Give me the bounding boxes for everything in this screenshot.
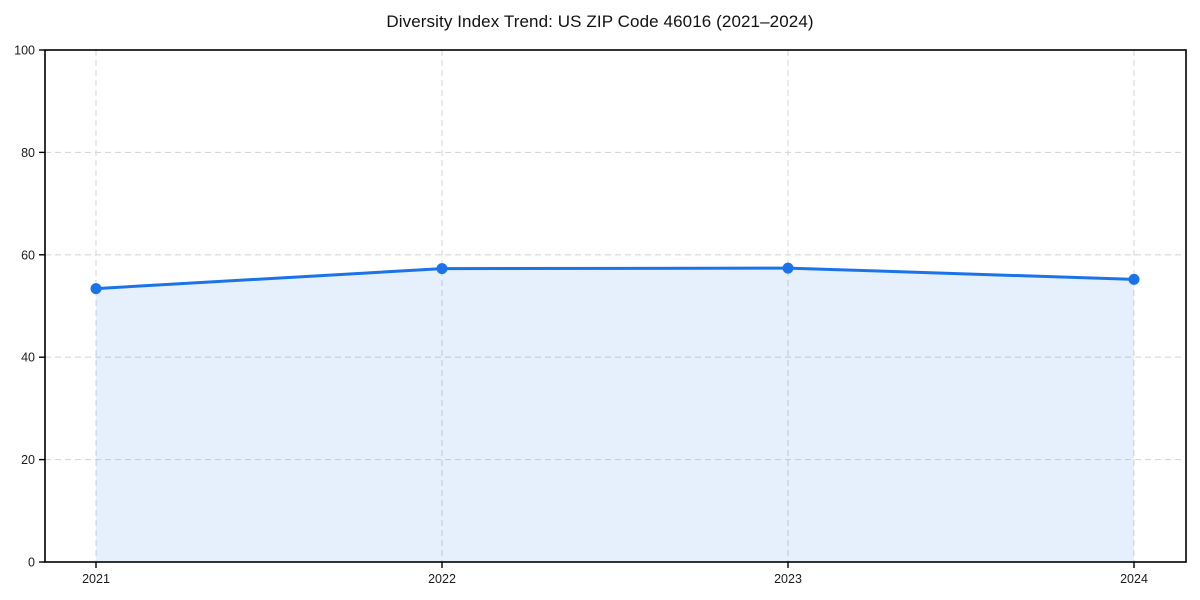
chart-title: Diversity Index Trend: US ZIP Code 46016… (386, 12, 814, 31)
data-point-2022 (436, 263, 448, 275)
y-tick-label: 40 (21, 351, 35, 365)
data-point-2021 (90, 283, 102, 295)
x-tick-label: 2024 (1120, 572, 1148, 586)
y-tick-label: 80 (21, 146, 35, 160)
y-tick-label: 100 (14, 44, 35, 58)
x-tick-label: 2021 (82, 572, 110, 586)
area-fill (96, 268, 1134, 562)
x-tick-label: 2022 (428, 572, 456, 586)
plot-border (44, 49, 1187, 563)
data-point-2023 (782, 262, 794, 274)
y-tick-label: 20 (21, 453, 35, 467)
trend-line (94, 266, 1136, 291)
y-tick-label: 0 (28, 556, 35, 570)
y-tick-label: 60 (21, 248, 35, 262)
data-point-2024 (1128, 273, 1140, 285)
x-tick-label: 2023 (774, 572, 802, 586)
